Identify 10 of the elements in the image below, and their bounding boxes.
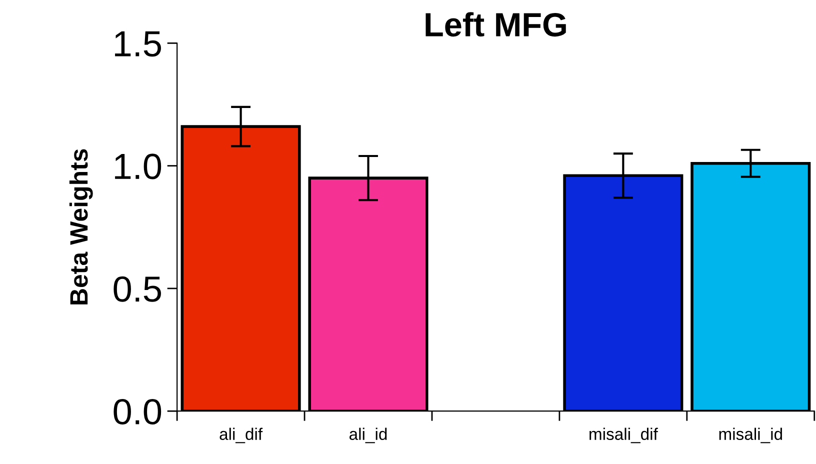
- chart-title: Left MFG: [426, 12, 566, 37]
- x-tick-label: misali_dif: [590, 428, 658, 444]
- y-tick-label: 0.0: [114, 398, 162, 425]
- x-tick-label: misali_id: [719, 428, 782, 444]
- x-tick-label: ali_id: [350, 428, 387, 444]
- y-tick-label: 1.0: [115, 154, 162, 180]
- y-axis-title: Beta Weights: [69, 149, 93, 304]
- y-tick-label: 1.5: [115, 31, 161, 57]
- x-tick-label: ali_dif: [220, 428, 263, 444]
- y-tick-label: 0.5: [114, 276, 161, 302]
